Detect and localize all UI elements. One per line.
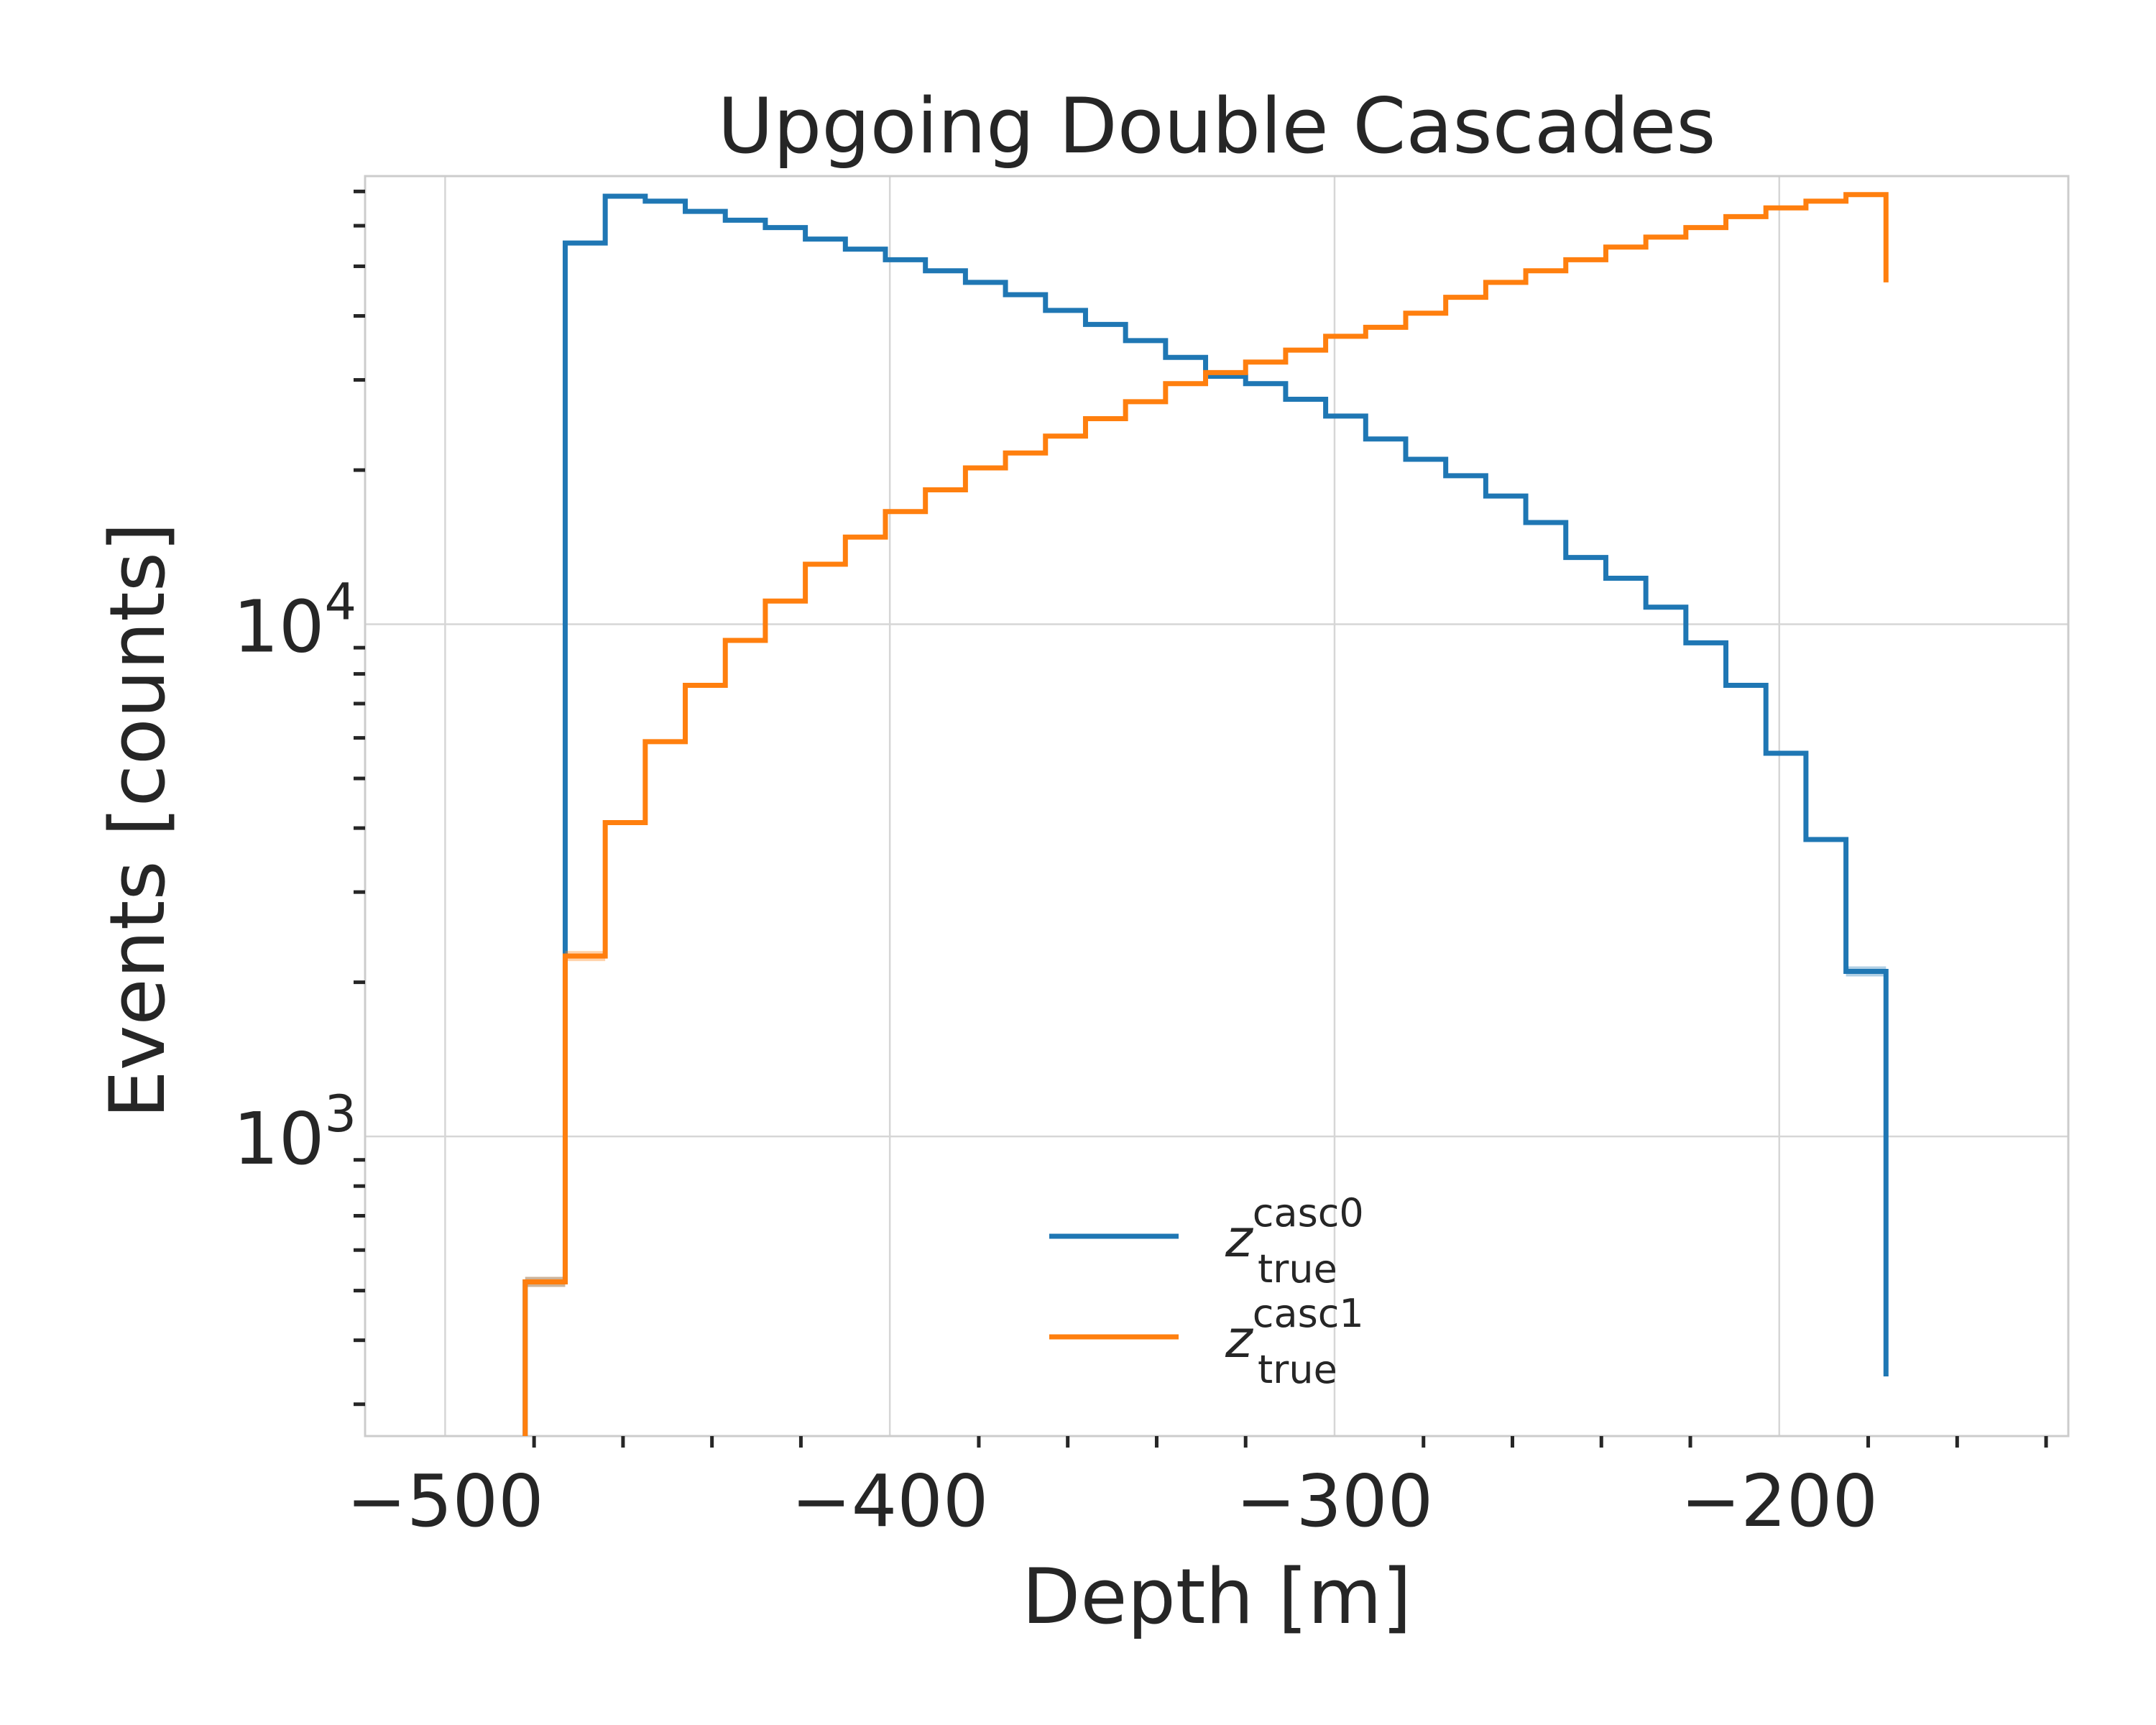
grid-lines xyxy=(365,176,2068,1436)
axis-ticks: −500 −400 −300 −200 103 104 xyxy=(233,189,2048,1543)
x-axis-label: Depth [m] xyxy=(1022,1552,1412,1641)
chart-title: Upgoing Double Cascades xyxy=(717,82,1715,170)
plot-area-frame xyxy=(364,175,2070,1438)
x-tick-label: −300 xyxy=(1236,1459,1434,1543)
series-line-1 xyxy=(522,192,1889,1436)
error-band xyxy=(1846,966,1886,977)
y-tick-label: 104 xyxy=(233,573,356,669)
y-axis-label: Events [counts] xyxy=(93,523,182,1119)
x-tick-label: −500 xyxy=(346,1459,544,1543)
data-series xyxy=(522,192,1889,1436)
legend-label-0: zcasc0 true xyxy=(1225,1190,1364,1292)
series-line-0 xyxy=(522,193,1889,1436)
legend-label-1: zcasc1 true xyxy=(1225,1291,1364,1392)
error-band xyxy=(525,1276,566,1287)
x-tick-label: −400 xyxy=(791,1459,989,1543)
error-band xyxy=(565,951,606,962)
y-tick-label: 103 xyxy=(233,1085,356,1181)
x-tick-label: −200 xyxy=(1680,1459,1878,1543)
